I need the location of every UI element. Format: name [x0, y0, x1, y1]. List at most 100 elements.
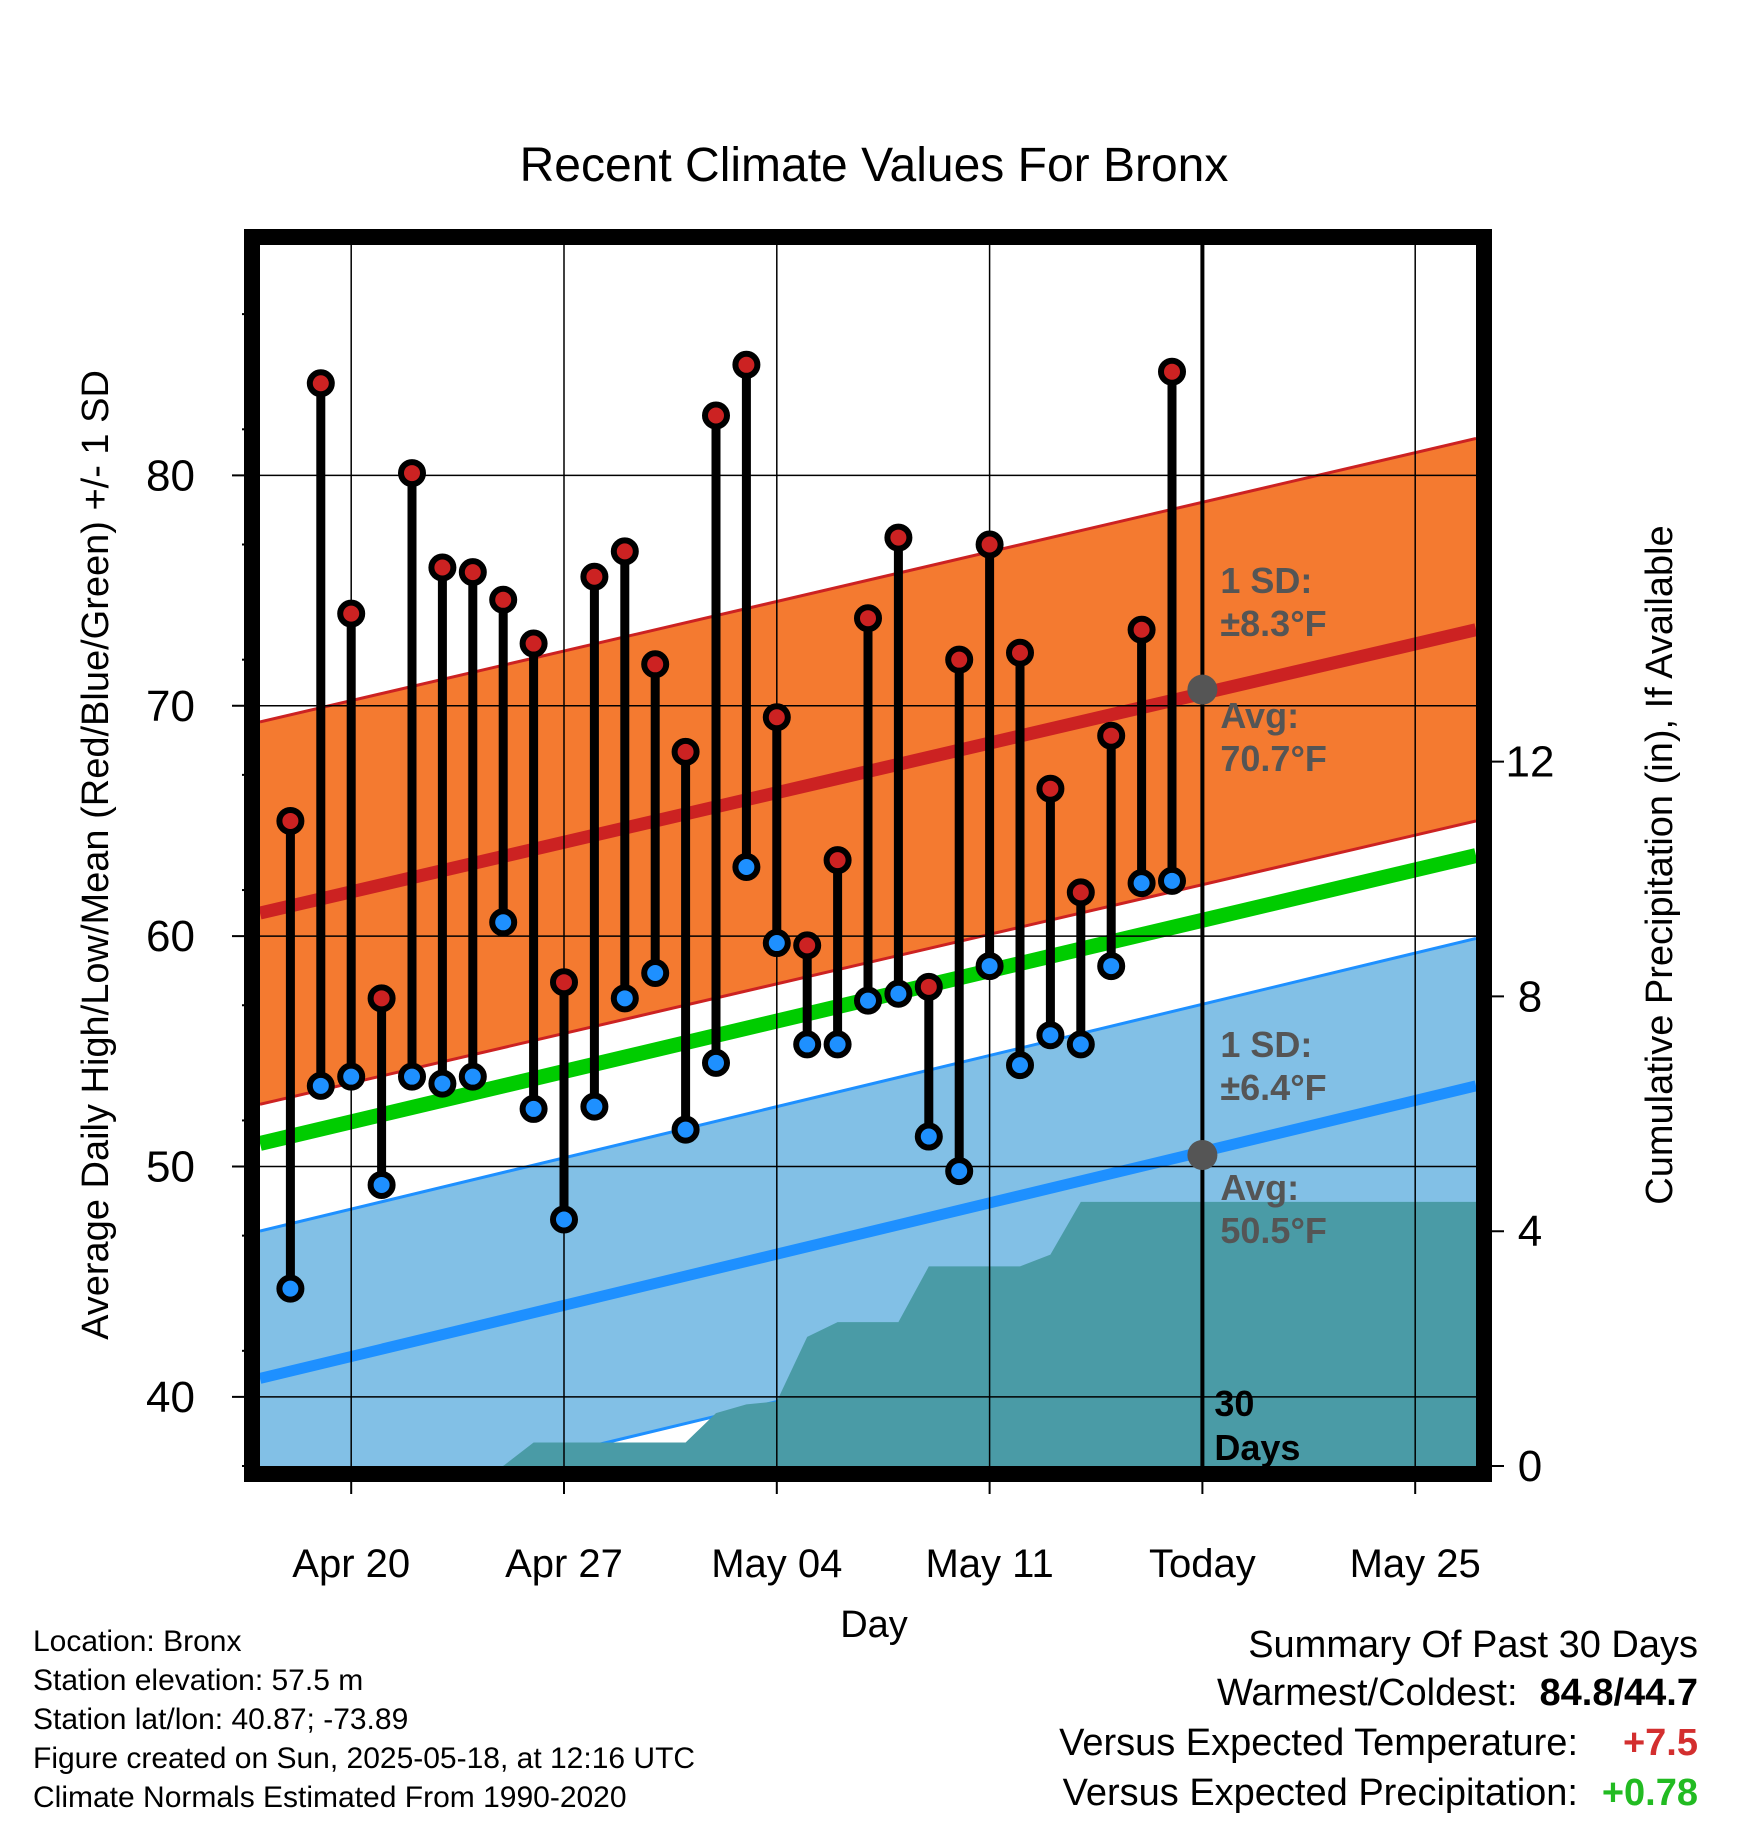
high-point [854, 604, 882, 633]
low-avg-value: 50.5°F [1220, 1210, 1326, 1251]
high-point [671, 737, 700, 766]
summary-precipitation: Versus Expected Precipitation: +0.78 [1059, 1768, 1698, 1818]
y2-tick-label: 0 [1518, 1442, 1542, 1491]
low-avg-title: Avg: [1220, 1167, 1299, 1208]
avg-high-marker [1187, 674, 1218, 705]
low-point [337, 1062, 366, 1091]
low-point [793, 1030, 822, 1059]
info-location: Location: Bronx [33, 1625, 242, 1658]
summary-precip-value: +0.78 [1601, 1772, 1698, 1814]
info-created: Figure created on Sun, 2025-05-18, at 12… [33, 1742, 696, 1775]
y2-tick-label: 12 [1506, 738, 1555, 787]
low-point [276, 1274, 305, 1303]
high-point [1158, 357, 1186, 386]
low-point [1066, 1030, 1095, 1059]
high-point [702, 401, 730, 430]
low-point [945, 1157, 974, 1186]
days-number: 30 [1214, 1383, 1254, 1424]
high-point [641, 650, 670, 679]
low-point [1036, 1021, 1065, 1050]
high-point [884, 523, 913, 552]
high-point [276, 806, 305, 835]
low-point [823, 1030, 852, 1059]
summary-warm-value: 84.8/44.7 [1539, 1672, 1698, 1714]
high-point [428, 553, 457, 582]
x-tick-label: May 04 [711, 1542, 842, 1586]
x-tick-label: Today [1149, 1542, 1256, 1586]
high-point [1036, 774, 1065, 803]
normal-low-line [260, 1080, 1476, 1384]
y-tick-label: 80 [146, 451, 195, 500]
summary-temp-label: Versus Expected Temperature: [1059, 1722, 1578, 1764]
low-point [1127, 869, 1156, 898]
summary-temp-value: +7.5 [1622, 1722, 1698, 1764]
low-point [762, 929, 791, 958]
high-point [1097, 721, 1126, 750]
high-point [398, 459, 426, 488]
high-point [610, 537, 639, 566]
y-axis-label: Average Daily High/Low/Mean (Red/Blue/Gr… [75, 370, 117, 1340]
info-normals: Climate Normals Estimated From 1990-2020 [33, 1781, 627, 1814]
high-avg-title: Avg: [1220, 695, 1299, 736]
low-sd-title: 1 SD: [1220, 1024, 1312, 1065]
high-point [306, 369, 335, 398]
low-point [428, 1069, 457, 1098]
x-axis-label: Day [840, 1604, 908, 1646]
high-point [580, 562, 609, 591]
high-point [914, 972, 943, 1001]
high-point [975, 530, 1004, 559]
y2-axis-label: Cumulative Precipitation (in), If Availa… [1639, 525, 1681, 1204]
info-elevation: Station elevation: 57.5 m [33, 1664, 364, 1697]
low-point [702, 1048, 730, 1077]
low-point [1158, 866, 1186, 895]
low-point [398, 1062, 426, 1091]
x-tick-label: Apr 27 [505, 1542, 623, 1586]
low-point [580, 1092, 609, 1121]
low-point [641, 958, 670, 987]
high-point [1066, 878, 1095, 907]
high-point [367, 984, 396, 1013]
low-point [610, 984, 639, 1013]
high-point [793, 931, 822, 960]
low-point [671, 1115, 700, 1144]
low-point [1006, 1051, 1034, 1080]
summary-precip-label: Versus Expected Precipitation: [1062, 1772, 1578, 1814]
high-point [337, 599, 366, 628]
high-point [489, 585, 518, 614]
high-point [945, 645, 974, 674]
high-sd-title: 1 SD: [1220, 560, 1312, 601]
low-point [489, 908, 518, 937]
y2-tick-label: 8 [1518, 972, 1542, 1021]
x-tick-label: Apr 20 [292, 1542, 410, 1586]
low-point [550, 1205, 578, 1234]
summary-temperature: Versus Expected Temperature: +7.5 [1059, 1718, 1698, 1768]
info-latlon: Station lat/lon: 40.87; -73.89 [33, 1703, 409, 1736]
high-point [762, 703, 791, 732]
y2-tick-label: 4 [1518, 1207, 1542, 1256]
plot-frame [244, 229, 1492, 1482]
low-point [519, 1094, 548, 1123]
y-tick-label: 40 [146, 1373, 195, 1422]
y-tick-label: 50 [146, 1143, 195, 1192]
low-point [306, 1071, 335, 1100]
high-point [1127, 615, 1156, 644]
low-sd-value: ±6.4°F [1220, 1067, 1326, 1108]
low-point [458, 1062, 487, 1091]
avg-low-marker [1187, 1139, 1218, 1170]
x-tick-label: May 11 [925, 1542, 1053, 1586]
high-point [823, 846, 852, 875]
high-point [1006, 638, 1034, 667]
summary-warm-label: Warmest/Coldest: [1216, 1672, 1518, 1714]
low-point [914, 1122, 943, 1151]
plot-area [260, 245, 1476, 1466]
low-sd-band-upper-edge [260, 936, 1476, 1233]
low-point [367, 1170, 396, 1199]
high-sd-band-upper-edge [260, 437, 1476, 724]
y-tick-label: 60 [146, 912, 195, 961]
low-point [732, 853, 761, 882]
low-point [975, 952, 1004, 981]
low-point [1097, 952, 1126, 981]
high-sd-value: ±8.3°F [1220, 603, 1326, 644]
high-avg-value: 70.7°F [1220, 738, 1326, 779]
